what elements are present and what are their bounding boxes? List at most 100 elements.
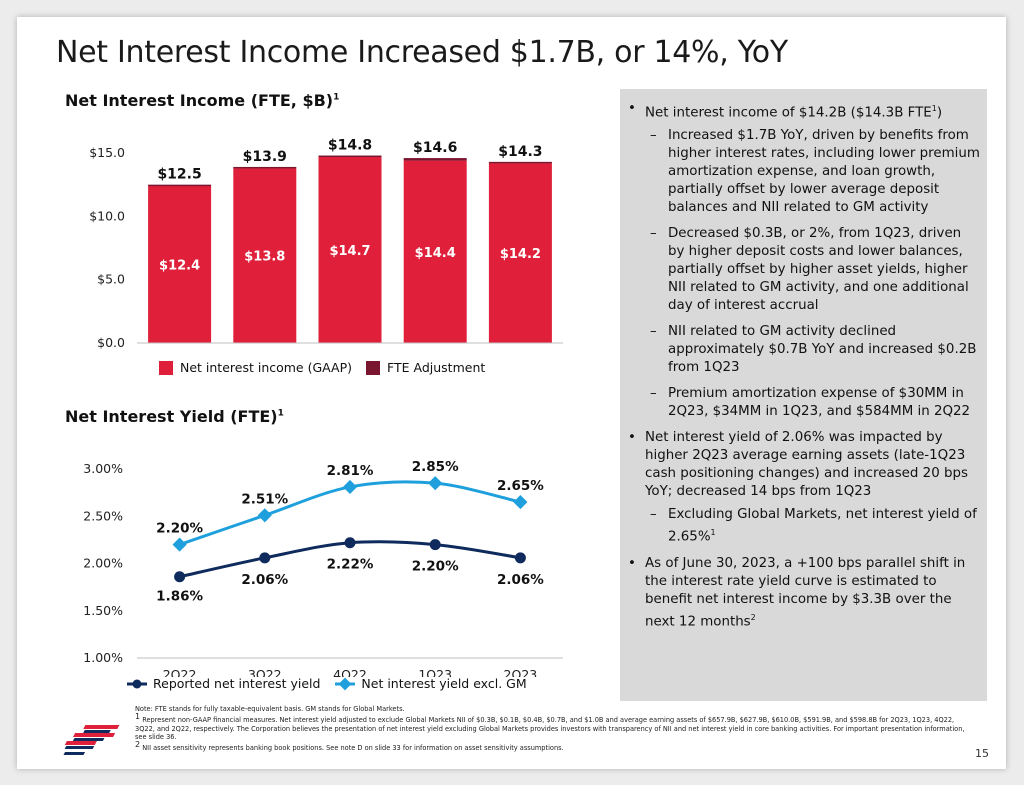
legend-label-fte-adjustment: FTE Adjustment <box>387 360 486 375</box>
label-niy-excl-gm: 2.20% <box>156 521 203 537</box>
footnote-2: 2 NII asset sensitivity represents banki… <box>135 740 965 753</box>
dash-marker: – <box>650 128 657 144</box>
x-tick-label: 3Q22 <box>248 667 282 677</box>
niy-chart-legend: Reported net interest yield Net interest… <box>126 676 541 691</box>
bullet-sup: 1 <box>931 104 937 113</box>
subbullet-text: Premium amortization expense of $30MM in… <box>668 386 971 420</box>
bar-value-label: $12.4 <box>159 258 200 273</box>
x-tick-label: 1Q23 <box>418 352 452 353</box>
bar-total-label: $13.9 <box>243 149 287 165</box>
legend-label-nii-gaap: Net interest income (GAAP) <box>180 360 353 375</box>
footnote-2-mark: 2 <box>135 740 141 750</box>
bar-value-label: $14.2 <box>500 247 541 262</box>
subbullet-text: Excluding Global Markets, net interest y… <box>668 507 977 545</box>
niy-chart-title: Net Interest Yield (FTE)1 <box>65 407 284 426</box>
dash-marker: – <box>650 386 657 402</box>
label-reported-niy: 2.20% <box>412 559 459 575</box>
commentary-subbullets: – Increased $1.7B YoY, driven by benefits… <box>645 127 980 421</box>
point-niy-excl-gm <box>428 476 443 491</box>
footnote-2-text: NII asset sensitivity represents banking… <box>142 744 564 753</box>
bar-value-label: $14.4 <box>415 246 456 261</box>
point-niy-excl-gm <box>342 479 358 495</box>
y-tick-label: 1.00% <box>83 650 123 665</box>
bullet-dot: • <box>628 555 636 571</box>
bar-fte-adjustment <box>403 158 467 161</box>
dash-marker: – <box>650 507 657 523</box>
bullet-sup: 2 <box>750 612 756 622</box>
commentary-subbullet: – Premium amortization expense of $30MM i… <box>645 385 980 421</box>
legend-label-reported-niy: Reported net interest yield <box>153 676 321 691</box>
y-tick-label: $15.0 <box>89 145 125 160</box>
point-reported-niy <box>429 539 441 551</box>
slide: Net Interest Income Increased $1.7B, or … <box>17 17 1006 769</box>
point-reported-niy <box>259 552 271 564</box>
point-niy-excl-gm <box>257 508 272 523</box>
bar-fte-adjustment <box>148 184 212 187</box>
point-niy-excl-gm <box>513 495 528 510</box>
bullet-text: Net interest income of $14.2B ($14.3B FT… <box>645 105 932 121</box>
bar-total-label: $12.5 <box>157 167 201 183</box>
commentary-subbullet: – Decreased $0.3B, or 2%, from 1Q23, driv… <box>645 225 980 315</box>
point-reported-niy <box>174 571 186 583</box>
x-tick-label: 2Q23 <box>504 667 538 677</box>
bullet-text: Net interest yield of 2.06% was impacted… <box>645 430 968 500</box>
x-tick-label: 4Q22 <box>333 352 367 353</box>
niy-chart-title-text: Net Interest Yield (FTE) <box>65 407 278 426</box>
label-niy-excl-gm: 2.65% <box>497 478 544 494</box>
label-reported-niy: 1.86% <box>156 589 203 605</box>
bar-nii-gaap <box>403 160 467 343</box>
bar-nii-gaap <box>233 168 297 343</box>
y-tick-label: $10.0 <box>89 208 125 223</box>
y-tick-label: $5.0 <box>97 272 125 287</box>
legend-item-fte-adjustment: FTE Adjustment <box>366 360 485 375</box>
bullet-tail: ) <box>936 105 943 121</box>
subbullet-text: NII related to GM activity declined appr… <box>668 324 977 376</box>
legend-item-nii-gaap: Net interest income (GAAP) <box>159 360 352 375</box>
niy-line-chart: 1.00% 1.50% 2.00% 2.50% 3.00% 2Q22 3Q22 4Q22 1Q2… <box>83 459 563 677</box>
nii-chart-title-text: Net Interest Income (FTE, $B) <box>65 91 334 110</box>
label-niy-excl-gm: 2.51% <box>241 491 288 507</box>
commentary-bullet: • Net interest income of $14.2B ($14.3B F… <box>628 100 980 421</box>
commentary-list: • Net interest income of $14.2B ($14.3B F… <box>628 100 980 636</box>
footnotes: Note: FTE stands for fully taxable-equiv… <box>135 705 965 753</box>
footnote-1-text: Represent non-GAAP financial measures. N… <box>135 716 965 742</box>
x-tick-label: 2Q23 <box>504 352 538 353</box>
nii-bar-chart: $0.0 $5.0 $10.0 $15.0 $12.4 $12.5 2Q22 $13.8 $13… <box>89 138 563 353</box>
commentary-panel: • Net interest income of $14.2B ($14.3B F… <box>620 89 987 701</box>
bar-nii-gaap <box>148 185 212 343</box>
bar-value-label: $13.8 <box>244 250 285 265</box>
subbullet-sup: 1 <box>710 528 716 538</box>
niy-chart-title-sup: 1 <box>277 408 284 419</box>
x-tick-label: 4Q22 <box>333 667 367 677</box>
commentary-subbullet: – Increased $1.7B YoY, driven by benefits… <box>645 127 980 217</box>
bar-total-label: $14.8 <box>328 138 372 154</box>
x-tick-label: 1Q23 <box>418 667 452 677</box>
bar-fte-adjustment <box>233 166 297 169</box>
bullet-dot: • <box>628 101 636 116</box>
legend-marker-niy-excl-gm <box>335 677 356 690</box>
nii-chart-legend: Net interest income (GAAP) FTE Adjustmen… <box>159 360 499 375</box>
bar-total-label: $14.6 <box>413 140 457 156</box>
label-niy-excl-gm: 2.81% <box>327 463 374 479</box>
page-number: 15 <box>975 747 989 760</box>
x-tick-label: 3Q22 <box>248 352 282 353</box>
y-tick-label: $0.0 <box>97 335 125 350</box>
subbullet-text: Increased $1.7B YoY, driven by benefits … <box>668 128 980 216</box>
bar-nii-gaap <box>318 156 382 343</box>
y-tick-label: 2.00% <box>83 556 123 571</box>
footnote-note: Note: FTE stands for fully taxable-equiv… <box>135 705 405 713</box>
dash-marker: – <box>650 226 657 242</box>
point-niy-excl-gm <box>172 537 187 552</box>
point-reported-niy <box>344 537 356 549</box>
label-reported-niy: 2.22% <box>327 557 374 573</box>
bank-logo <box>63 725 120 755</box>
point-reported-niy <box>514 552 526 564</box>
subbullet-text: Decreased $0.3B, or 2%, from 1Q23, drive… <box>668 226 969 314</box>
bar-fte-adjustment <box>318 155 382 158</box>
bullet-text: As of June 30, 2023, a +100 bps parallel… <box>645 555 966 630</box>
legend-swatch-fte-adjustment <box>366 360 381 375</box>
label-reported-niy: 2.06% <box>497 572 544 588</box>
bar-total-label: $14.3 <box>498 144 542 160</box>
commentary-subbullet: – NII related to GM activity declined app… <box>645 323 980 377</box>
commentary-subbullets: – Excluding Global Markets, net interest … <box>645 506 980 546</box>
